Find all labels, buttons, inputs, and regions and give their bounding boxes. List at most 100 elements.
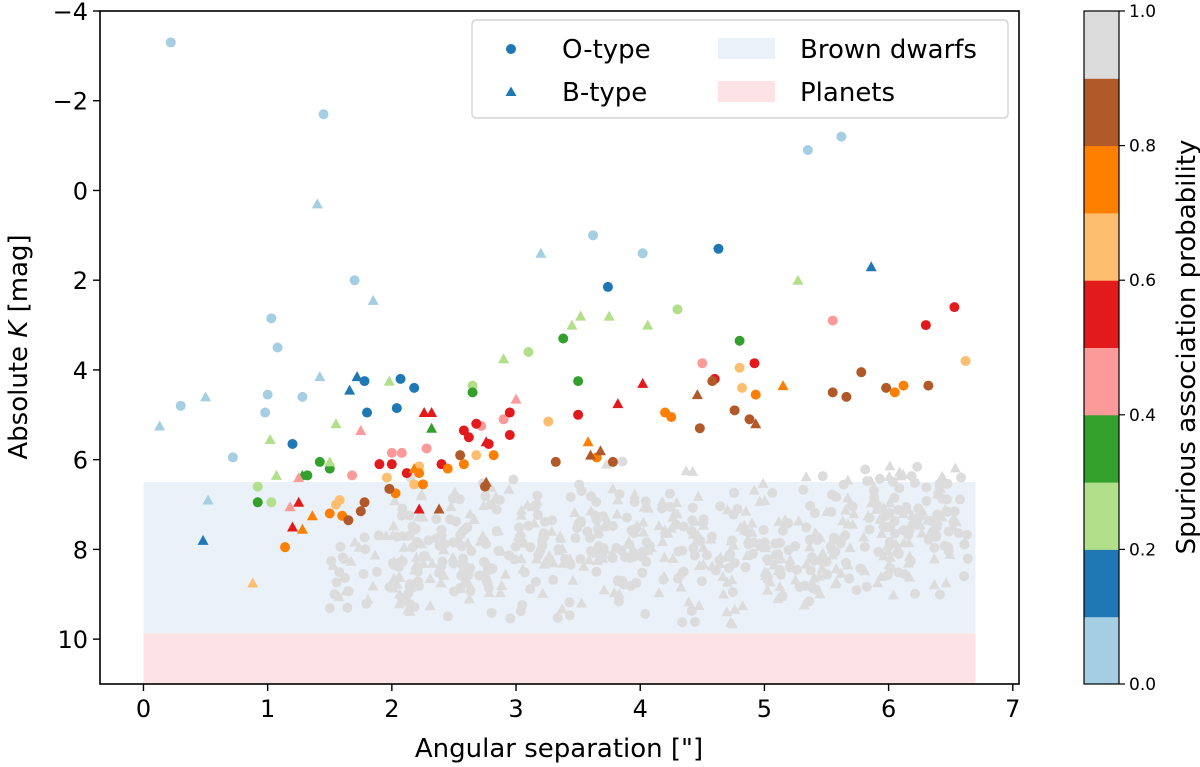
colorbar xyxy=(1084,11,1119,685)
background-source-point xyxy=(889,492,900,503)
background-source-point xyxy=(345,555,357,566)
background-source-point xyxy=(458,553,469,564)
background-source-point xyxy=(664,501,675,512)
background-source-point xyxy=(805,500,816,511)
background-source-point xyxy=(367,580,379,591)
background-source-point xyxy=(637,567,648,578)
background-source-point xyxy=(371,566,382,577)
x-tick-label: 3 xyxy=(508,695,523,723)
o-type-point xyxy=(588,230,599,241)
background-source-point xyxy=(894,483,905,494)
background-source-point xyxy=(881,522,892,533)
background-source-point xyxy=(532,510,543,521)
background-source-point xyxy=(921,496,932,507)
o-type-point xyxy=(455,450,466,461)
o-type-point xyxy=(920,320,931,331)
o-type-point xyxy=(266,497,277,508)
background-source-point xyxy=(570,533,581,544)
background-source-point xyxy=(628,551,639,562)
o-type-point xyxy=(272,342,283,353)
o-type-point xyxy=(488,450,499,461)
background-source-point xyxy=(934,589,945,600)
background-source-point xyxy=(395,556,406,567)
background-source-point xyxy=(877,550,889,561)
background-source-point xyxy=(956,472,967,483)
background-source-point xyxy=(658,551,670,562)
background-source-point xyxy=(721,576,733,587)
background-source-point xyxy=(421,550,433,561)
o-type-point xyxy=(287,438,298,449)
background-source-point xyxy=(743,539,754,550)
colorbar-segment xyxy=(1084,78,1119,147)
background-source-point xyxy=(434,540,445,551)
background-source-point xyxy=(885,563,896,574)
background-source-point xyxy=(727,587,738,598)
background-source-point xyxy=(543,549,555,560)
o-type-point xyxy=(343,515,354,526)
background-source-point xyxy=(714,555,725,566)
x-tick-label: 4 xyxy=(633,695,648,723)
o-type-point xyxy=(729,405,740,416)
background-source-point xyxy=(656,496,668,507)
background-source-point xyxy=(865,475,877,486)
o-type-point xyxy=(672,304,683,315)
background-source-point xyxy=(629,528,640,539)
background-source-point xyxy=(483,582,494,593)
background-source-point xyxy=(813,570,825,581)
b-type-point xyxy=(306,510,318,521)
colorbar-tick-label: 0.0 xyxy=(1129,675,1156,695)
colorbar-tick-label: 0.6 xyxy=(1129,271,1156,291)
background-source-point xyxy=(762,574,773,585)
background-source-point xyxy=(936,470,948,481)
b-type-point xyxy=(293,472,305,483)
background-source-point xyxy=(724,562,735,573)
background-source-point xyxy=(746,526,758,537)
background-source-point xyxy=(361,598,372,609)
colorbar-tick-label: 1.0 xyxy=(1129,2,1156,22)
background-source-point xyxy=(353,541,365,552)
background-source-point xyxy=(848,508,860,519)
b-type-point xyxy=(293,496,305,507)
background-source-point xyxy=(874,473,885,484)
background-source-point xyxy=(777,591,788,602)
background-source-point xyxy=(481,539,492,550)
y-tick-label: 10 xyxy=(57,626,88,654)
background-source-point xyxy=(478,500,490,511)
o-type-point xyxy=(827,315,838,326)
background-source-point xyxy=(582,526,593,537)
legend-label-brown-dwarfs: Brown dwarfs xyxy=(800,35,977,65)
background-source-point xyxy=(394,588,406,599)
background-source-point xyxy=(906,509,918,520)
o-type-point xyxy=(602,281,613,292)
background-source-point xyxy=(573,518,584,529)
background-source-point xyxy=(880,511,891,522)
background-source-point xyxy=(897,507,909,518)
background-source-point xyxy=(847,518,859,529)
background-source-point xyxy=(342,602,353,613)
background-source-point xyxy=(629,488,641,499)
o-type-point xyxy=(802,145,813,156)
o-type-point xyxy=(734,335,745,346)
background-source-point xyxy=(729,487,740,498)
background-source-point xyxy=(591,496,602,507)
background-source-point xyxy=(816,556,827,567)
background-source-point xyxy=(809,508,820,519)
colorbar-segment xyxy=(1084,347,1119,416)
x-tick-label: 7 xyxy=(1005,695,1020,723)
o-type-point xyxy=(737,382,748,393)
background-source-point xyxy=(910,588,921,599)
background-source-point xyxy=(591,566,602,577)
background-source-point xyxy=(569,507,581,518)
background-source-point xyxy=(435,577,447,588)
background-source-point xyxy=(358,568,369,579)
background-source-point xyxy=(515,504,527,515)
background-source-point xyxy=(798,484,809,495)
background-source-point xyxy=(784,554,796,565)
background-source-point xyxy=(727,618,739,629)
background-source-point xyxy=(539,516,550,527)
background-source-point xyxy=(809,527,821,538)
background-source-point xyxy=(774,537,785,548)
background-source-point xyxy=(936,511,948,522)
x-tick-label: 1 xyxy=(260,695,275,723)
b-type-point xyxy=(408,463,420,474)
